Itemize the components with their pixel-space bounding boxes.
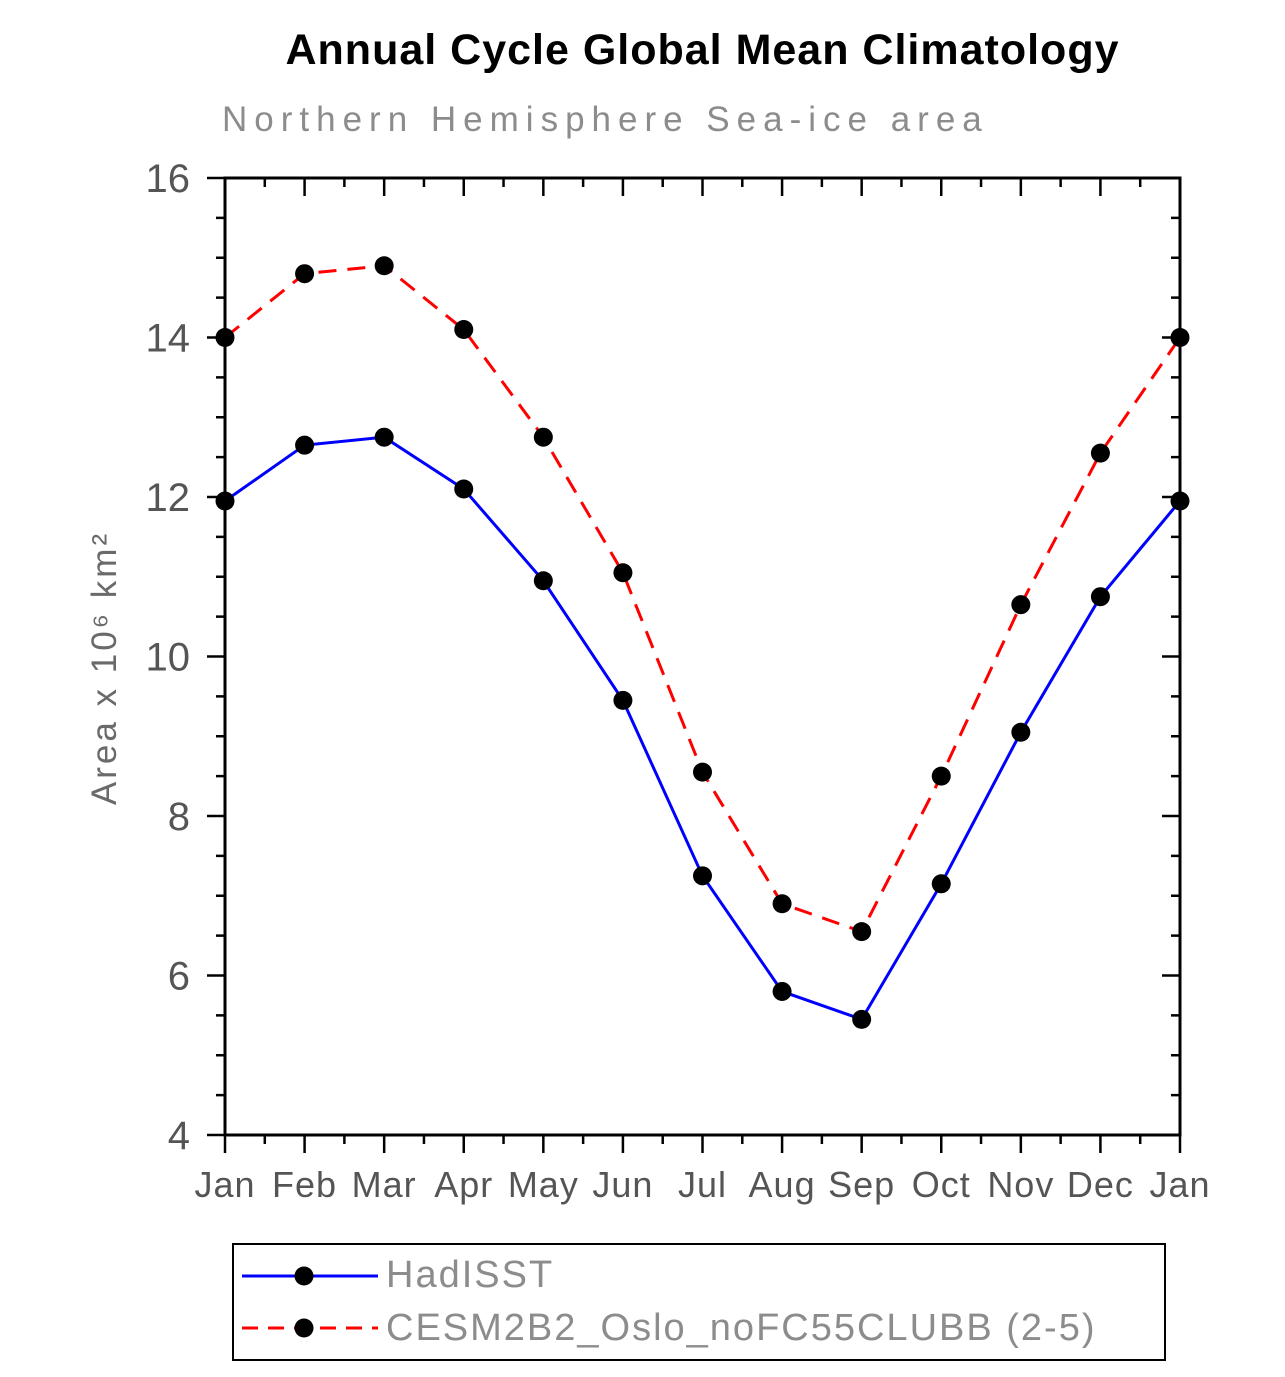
data-point-marker: [693, 762, 712, 782]
data-point-marker: [374, 256, 394, 276]
data-point-marker: [1011, 595, 1031, 615]
legend-item-cesm2b2: CESM2B2_Oslo_noFC55CLUBB (2-5): [240, 1307, 1164, 1350]
legend-marker: [294, 1266, 314, 1286]
series-0-line: [224, 435, 1182, 1022]
legend-item-hadisst: HadISST: [240, 1254, 1164, 1297]
x-tick-label: Oct: [912, 1164, 971, 1205]
x-tick-label: May: [508, 1164, 579, 1205]
y-tick-label: 12: [146, 476, 191, 520]
data-point-marker: [772, 894, 792, 914]
x-tick-label: Sep: [828, 1164, 895, 1205]
y-tick-label: 8: [168, 795, 190, 839]
x-tick-label: Mar: [352, 1164, 417, 1205]
data-point-marker: [533, 427, 553, 447]
series-1-line: [224, 264, 1182, 934]
chart-title: Annual Cycle Global Mean Climatology: [285, 26, 1120, 74]
chart-subtitle: Northern Hemisphere Sea-ice area: [222, 100, 989, 139]
x-tick-label: Nov: [987, 1164, 1054, 1205]
legend: HadISST CESM2B2_Oslo_noFC55CLUBB (2-5): [232, 1243, 1166, 1361]
data-point-marker: [613, 690, 633, 710]
y-tick-label: 6: [168, 955, 190, 999]
x-tick-label: Feb: [272, 1164, 337, 1205]
data-point-marker: [693, 866, 712, 886]
x-tick-label: Jul: [678, 1164, 727, 1205]
y-tick-label: 4: [168, 1114, 190, 1158]
legend-sample-line-dashed: [242, 1318, 378, 1338]
y-tick-label: 10: [146, 636, 191, 680]
legend-label-hadisst: HadISST: [386, 1254, 555, 1297]
data-point-marker: [852, 1009, 872, 1029]
data-point-marker: [454, 479, 474, 499]
data-point-marker: [1011, 722, 1031, 742]
data-point-marker: [454, 320, 474, 340]
x-tick-label: Aug: [749, 1164, 816, 1205]
legend-sample-line-solid: [242, 1266, 378, 1286]
data-point-marker: [1170, 491, 1190, 511]
series-0-markers: [215, 427, 1190, 1029]
data-point-marker: [1090, 443, 1110, 463]
data-point-marker: [1170, 328, 1190, 347]
data-point-marker: [852, 922, 872, 942]
data-point-marker: [613, 563, 633, 583]
axis-tick-labels: 4 6 8 10 12 14 16 Jan Feb Mar Apr May Jun Jul Aug Sep Oc…: [146, 157, 1210, 1205]
y-tick-label: 14: [146, 317, 191, 361]
x-tick-label: Apr: [434, 1164, 493, 1205]
data-point-marker: [772, 981, 792, 1001]
data-point-marker: [215, 491, 235, 511]
data-point-marker: [931, 766, 951, 786]
data-point-marker: [295, 264, 315, 284]
data-point-marker: [295, 435, 315, 455]
legend-label-cesm2b2: CESM2B2_Oslo_noFC55CLUBB (2-5): [386, 1306, 1097, 1349]
data-point-marker: [215, 328, 235, 347]
data-point-marker: [374, 427, 394, 447]
x-tick-label: Jun: [592, 1164, 653, 1205]
axis-ticks: [207, 176, 1182, 1153]
data-point-marker: [931, 874, 951, 894]
data-point-marker: [533, 571, 553, 591]
x-tick-label: Jan: [194, 1164, 255, 1205]
legend-marker: [294, 1318, 314, 1338]
plot-frame: [223, 176, 1182, 1137]
x-tick-label: Jan: [1149, 1164, 1210, 1205]
y-tick-label: 16: [146, 157, 191, 201]
series-1-markers: [215, 256, 1190, 942]
data-point-marker: [1090, 587, 1110, 607]
x-tick-label: Dec: [1067, 1164, 1134, 1205]
